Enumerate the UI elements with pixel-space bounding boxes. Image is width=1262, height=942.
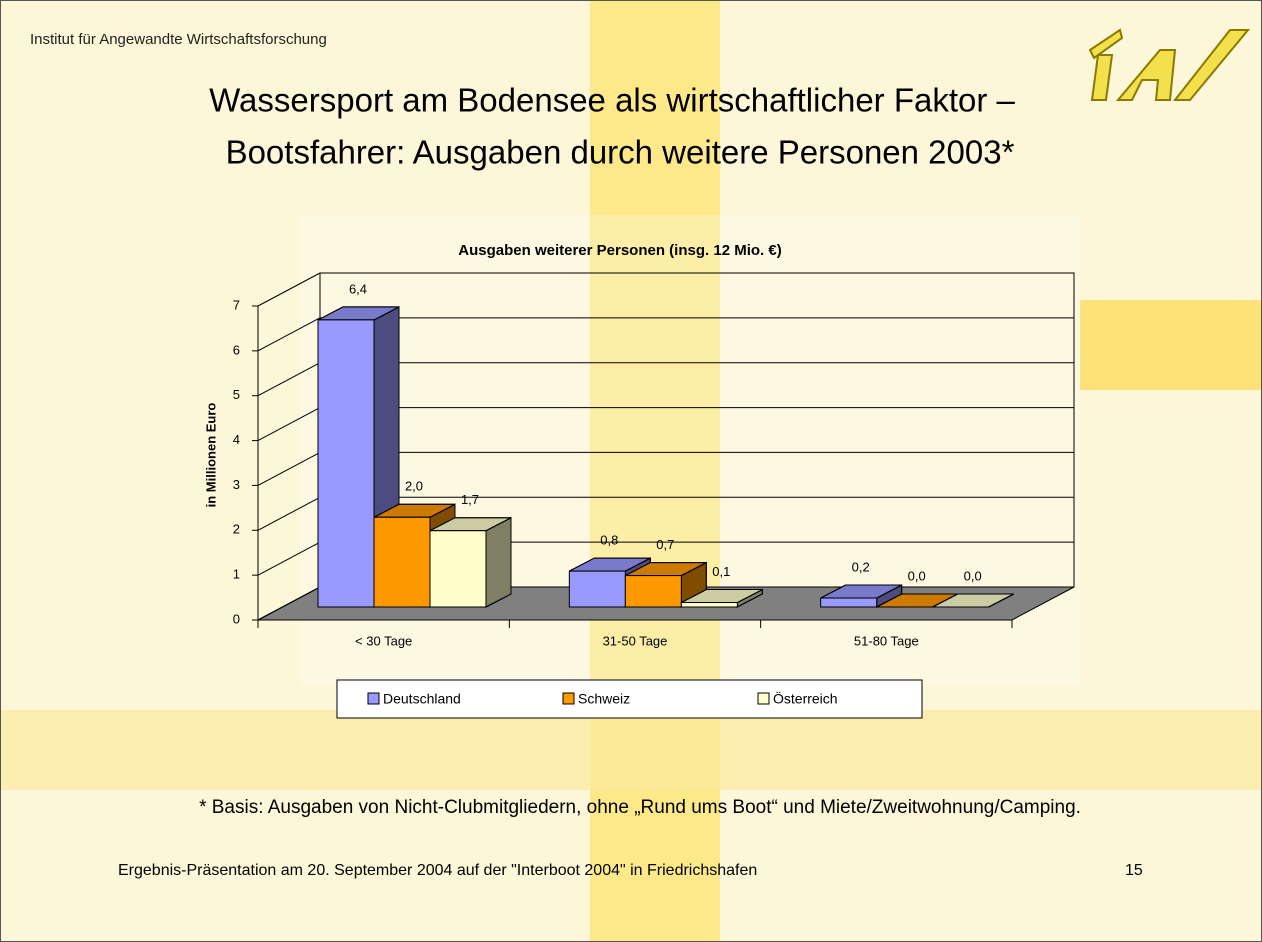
logo xyxy=(1088,28,1251,101)
footer: Ergebnis-Präsentation am 20. September 2… xyxy=(118,862,757,879)
grid-line xyxy=(257,272,321,307)
page-number: 15 xyxy=(1125,862,1143,879)
institute: Institut für Angewandte Wirtschaftsforsc… xyxy=(30,31,327,48)
grid-line xyxy=(257,496,321,531)
y-tick-label: 0 xyxy=(233,611,240,626)
bar-top-shade xyxy=(932,593,1014,608)
grid-line xyxy=(257,451,321,486)
data-label: 0,1 xyxy=(712,564,730,579)
grid-line xyxy=(257,362,321,397)
bg-band xyxy=(0,710,1262,790)
slide-title: Wassersport am Bodensee als wirtschaftli… xyxy=(209,82,1015,119)
footnote: * Basis: Ausgaben von Nicht-Clubmitglied… xyxy=(199,797,1081,818)
bar xyxy=(820,584,903,608)
slide-title: Bootsfahrer: Ausgaben durch weitere Pers… xyxy=(226,134,1015,171)
y-axis-label: in Millionen Euro xyxy=(203,403,218,508)
bar-front xyxy=(317,319,375,608)
x-tick-label: < 30 Tage xyxy=(355,633,412,648)
legend-label: Deutschland xyxy=(383,691,461,707)
legend-swatch xyxy=(367,692,380,705)
bar-front xyxy=(429,530,487,608)
bar-front xyxy=(820,597,878,608)
x-tick-label: 31-50 Tage xyxy=(603,633,668,648)
grid-line xyxy=(257,541,321,576)
data-label: 6,4 xyxy=(349,281,367,296)
chart-title: Ausgaben weiterer Personen (insg. 12 Mio… xyxy=(458,242,781,259)
grid-line xyxy=(257,407,321,442)
data-label: 0,0 xyxy=(964,568,982,583)
bar xyxy=(932,593,1014,608)
data-label: 1,7 xyxy=(461,492,479,507)
bar-side-shade xyxy=(485,516,512,608)
bar xyxy=(429,516,512,608)
data-label: 0,7 xyxy=(656,537,674,552)
grid-line xyxy=(257,586,321,621)
y-tick-label: 7 xyxy=(233,297,240,312)
bar-front xyxy=(373,516,431,608)
y-tick-label: 1 xyxy=(233,567,240,582)
bar-front xyxy=(624,575,682,608)
x-tick-label: 51-80 Tage xyxy=(854,633,919,648)
y-tick-label: 5 xyxy=(233,387,240,402)
y-tick-label: 4 xyxy=(233,432,240,447)
data-label: 0,2 xyxy=(852,559,870,574)
legend-label: Österreich xyxy=(773,690,838,707)
legend xyxy=(336,679,923,719)
grid-line xyxy=(257,317,321,352)
legend-swatch xyxy=(562,692,575,705)
data-label: 0,8 xyxy=(600,533,618,548)
data-label: 0,0 xyxy=(908,568,926,583)
bg-block xyxy=(1080,300,1262,390)
y-tick-label: 3 xyxy=(233,477,240,492)
bar xyxy=(680,588,763,608)
y-tick-label: 6 xyxy=(233,342,240,357)
bar-front xyxy=(568,570,626,608)
data-label: 2,0 xyxy=(405,479,423,494)
legend-label: Schweiz xyxy=(578,691,630,707)
y-tick-label: 2 xyxy=(233,522,240,537)
legend-swatch xyxy=(757,692,770,705)
bar-front xyxy=(680,602,738,608)
